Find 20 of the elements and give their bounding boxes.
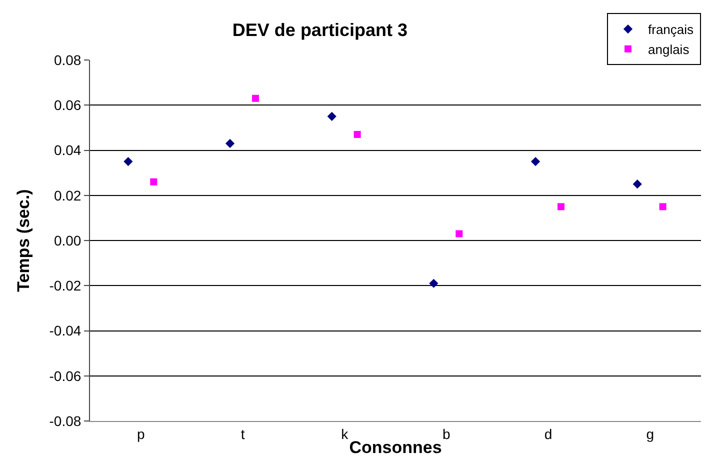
y-tick-label: -0.08	[49, 412, 82, 429]
y-tick-label: 0.00	[54, 232, 82, 248]
legend-label: anglais	[648, 42, 690, 57]
y-tick-label: -0.02	[49, 278, 82, 294]
x-tick-label: d	[544, 426, 552, 442]
y-tick-label: 0.04	[54, 142, 82, 158]
x-axis-title: Consonnes	[349, 438, 442, 458]
x-tick-label: p	[137, 426, 146, 442]
x-tick-label: g	[646, 426, 654, 442]
y-tick-label: 0.06	[54, 97, 82, 114]
chart-title: DEV de participant 3	[232, 20, 408, 40]
y-axis-title: Temps (sec.)	[14, 189, 33, 292]
y-tick-label: 0.02	[54, 187, 82, 204]
y-tick-label: 0.08	[54, 52, 82, 68]
x-tick-label: b	[442, 426, 451, 442]
x-tick-label: k	[341, 426, 350, 442]
y-tick-label: -0.04	[49, 322, 82, 339]
x-tick-label: t	[240, 426, 245, 442]
y-tick-label: -0.06	[49, 368, 82, 384]
legend-label: français	[648, 22, 694, 38]
